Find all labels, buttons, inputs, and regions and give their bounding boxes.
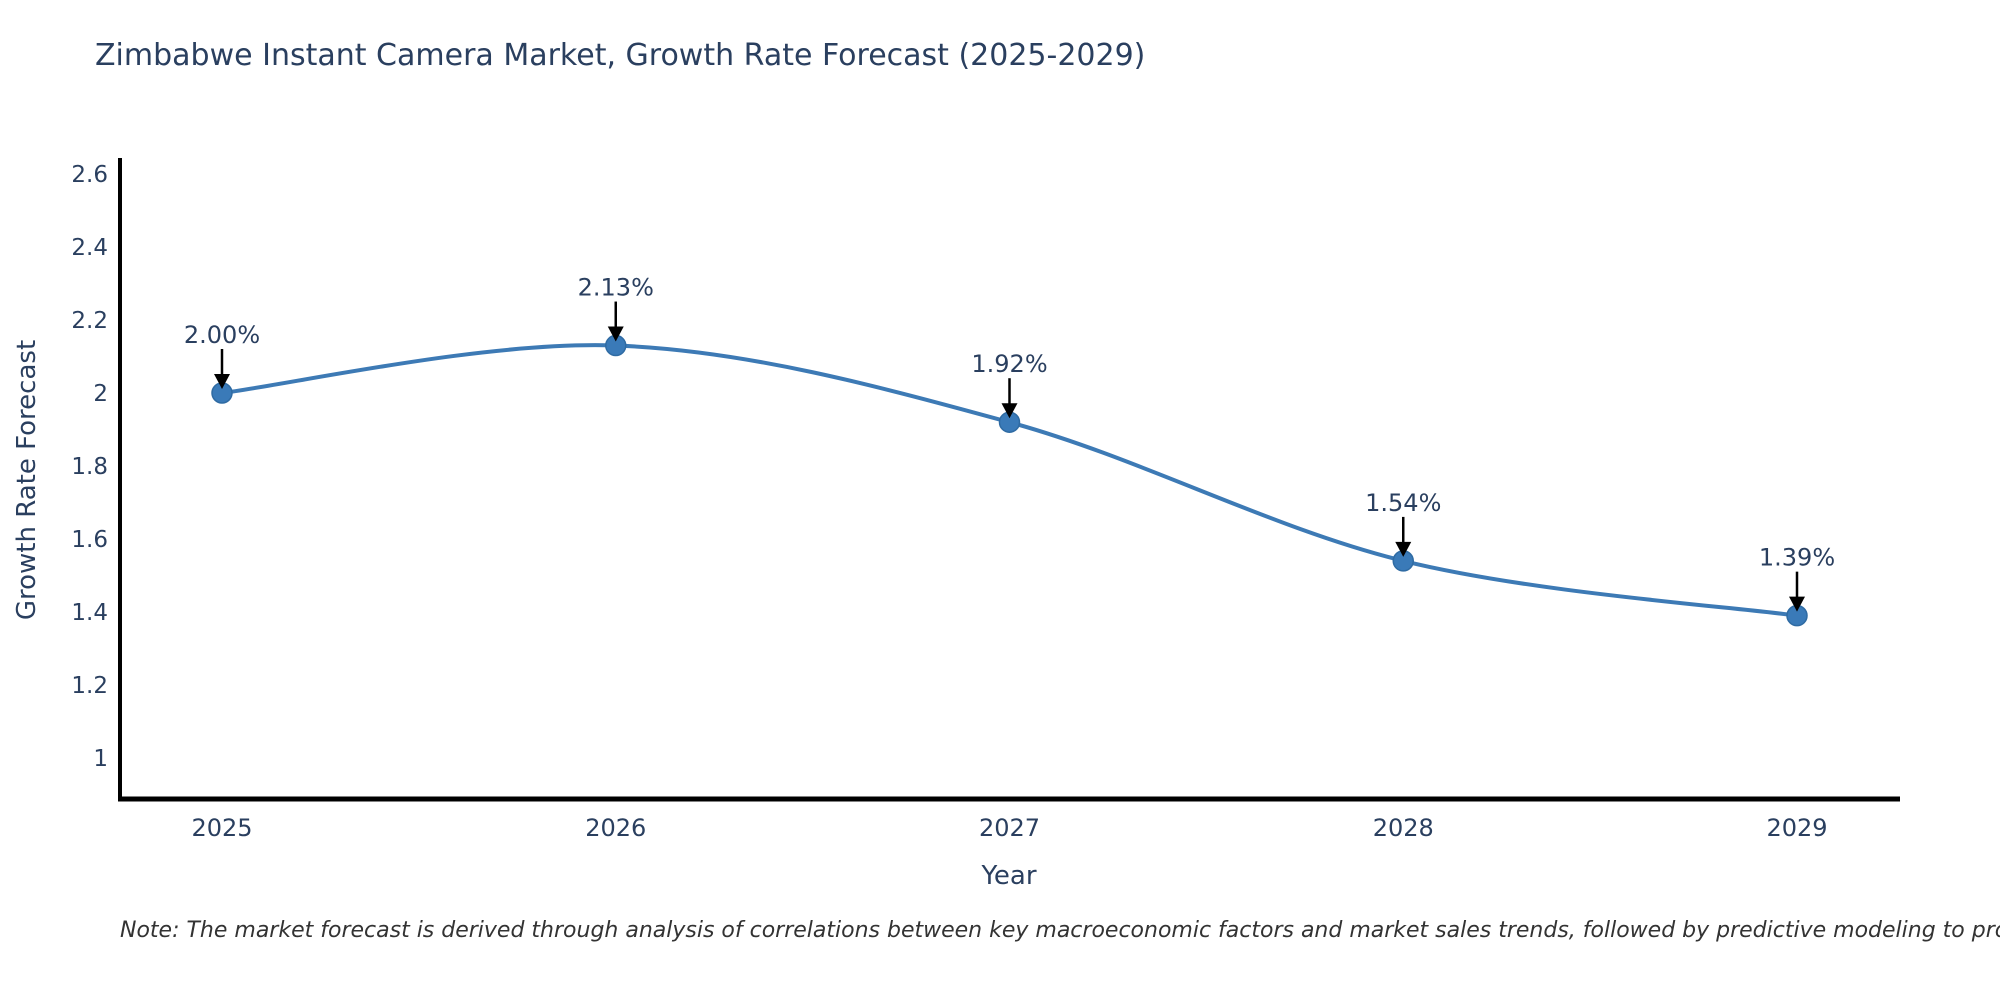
x-tick-label: 2029	[1766, 814, 1827, 842]
x-tick-label: 2028	[1373, 814, 1434, 842]
footnote: Note: The market forecast is derived thr…	[120, 918, 2000, 943]
annotation-arrow-head	[214, 374, 230, 389]
chart-title: Zimbabwe Instant Camera Market, Growth R…	[95, 38, 1146, 73]
x-tick-label: 2025	[191, 814, 252, 842]
point-value-label: 1.54%	[1365, 489, 1441, 517]
y-tick-label: 2.2	[71, 308, 108, 334]
point-value-label: 1.92%	[971, 350, 1047, 378]
point-value-label: 2.13%	[578, 274, 654, 302]
annotation-arrow-head	[1789, 596, 1805, 612]
x-tick-label: 2026	[585, 814, 646, 842]
y-tick-label: 2	[93, 381, 108, 407]
y-tick-label: 1.2	[71, 673, 108, 699]
y-tick-label: 2.4	[71, 235, 108, 261]
point-value-label: 2.00%	[184, 321, 260, 349]
point-value-label: 1.39%	[1759, 544, 1835, 572]
y-tick-label: 1.6	[71, 527, 108, 553]
annotation-arrow-head	[1395, 541, 1412, 557]
y-tick-label: 1.8	[71, 454, 108, 480]
y-tick-label: 1.4	[71, 600, 108, 626]
y-tick-label: 2.6	[71, 162, 108, 188]
x-axis-title: Year	[980, 861, 1036, 891]
annotation-arrow-head	[607, 326, 624, 342]
y-axis-title: Growth Rate Forecast	[12, 340, 42, 620]
x-tick-label: 2027	[979, 814, 1040, 842]
annotation-arrow-head	[1001, 403, 1018, 419]
y-tick-label: 1	[93, 746, 108, 772]
